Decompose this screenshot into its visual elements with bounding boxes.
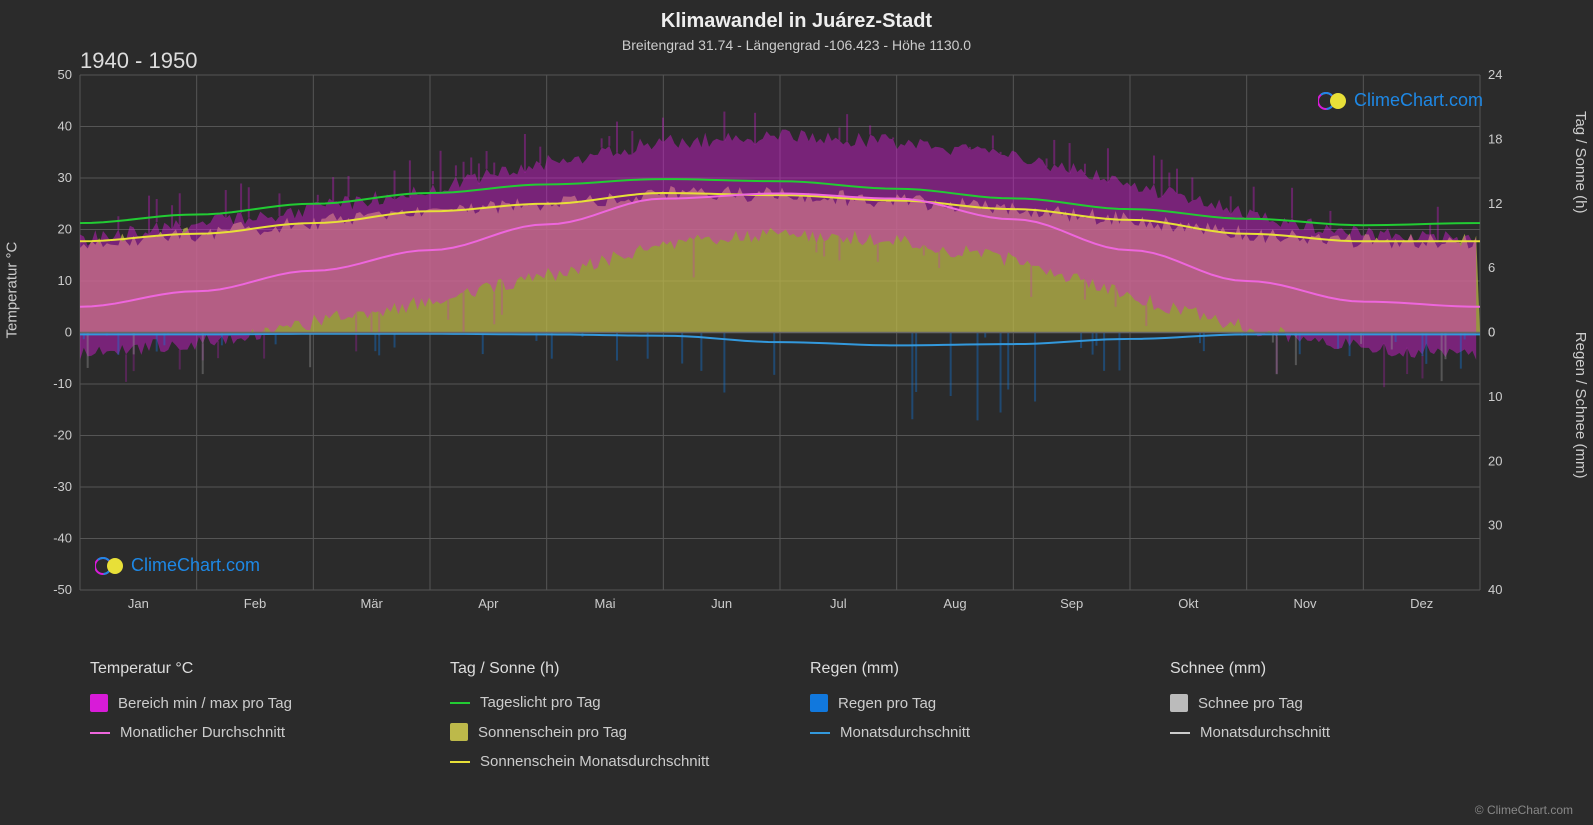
svg-text:Jun: Jun	[711, 596, 732, 611]
logo-icon	[95, 556, 125, 576]
svg-text:20: 20	[58, 222, 72, 237]
y-axis-right-bottom-label: Regen / Schnee (mm)	[1573, 332, 1590, 479]
svg-text:Apr: Apr	[478, 596, 499, 611]
svg-text:-50: -50	[53, 582, 72, 597]
legend-item: Sonnenschein Monatsdurchschnitt	[450, 753, 790, 770]
legend-header: Schnee (mm)	[1170, 660, 1510, 678]
svg-text:Dez: Dez	[1410, 596, 1433, 611]
y-axis-left-label: Temperatur °C	[4, 242, 21, 339]
swatch-icon	[1170, 694, 1188, 712]
legend-item: Schnee pro Tag	[1170, 694, 1510, 712]
legend-label: Monatsdurchschnitt	[1200, 724, 1330, 741]
svg-text:Mai: Mai	[595, 596, 616, 611]
swatch-icon	[1170, 732, 1190, 734]
legend-label: Sonnenschein pro Tag	[478, 724, 627, 741]
swatch-icon	[450, 723, 468, 741]
svg-text:Okt: Okt	[1178, 596, 1199, 611]
svg-text:20: 20	[1488, 453, 1502, 468]
legend-header: Tag / Sonne (h)	[450, 660, 790, 678]
svg-text:-40: -40	[53, 531, 72, 546]
brand-name: ClimeChart.com	[131, 555, 260, 576]
svg-text:0: 0	[1488, 325, 1495, 340]
legend-item: Tageslicht pro Tag	[450, 694, 790, 711]
svg-text:Aug: Aug	[943, 596, 966, 611]
swatch-icon	[450, 702, 470, 704]
swatch-icon	[810, 732, 830, 734]
swatch-icon	[90, 732, 110, 734]
logo-icon	[1318, 91, 1348, 111]
svg-text:24: 24	[1488, 67, 1502, 82]
svg-text:Feb: Feb	[244, 596, 266, 611]
brand-name: ClimeChart.com	[1354, 90, 1483, 111]
legend-header: Temperatur °C	[90, 660, 430, 678]
svg-text:18: 18	[1488, 131, 1502, 146]
chart-subtitle: Breitengrad 31.74 - Längengrad -106.423 …	[0, 33, 1593, 53]
swatch-icon	[450, 761, 470, 763]
chart-svg: -50-40-30-20-100102030405006121824010203…	[80, 75, 1480, 615]
svg-text:Nov: Nov	[1293, 596, 1317, 611]
svg-text:Jan: Jan	[128, 596, 149, 611]
svg-text:40: 40	[1488, 582, 1502, 597]
legend-label: Bereich min / max pro Tag	[118, 695, 292, 712]
legend-item: Monatlicher Durchschnitt	[90, 724, 430, 741]
svg-text:Mär: Mär	[360, 596, 383, 611]
svg-text:50: 50	[58, 67, 72, 82]
copyright-text: © ClimeChart.com	[1475, 803, 1573, 817]
svg-text:-20: -20	[53, 428, 72, 443]
svg-text:30: 30	[58, 170, 72, 185]
legend-item: Monatsdurchschnitt	[810, 724, 1150, 741]
svg-text:40: 40	[58, 119, 72, 134]
legend-col-snow: Schnee (mm) Schnee pro Tag Monatsdurchsc…	[1170, 660, 1510, 770]
brand-logo-bottom: ClimeChart.com	[95, 555, 260, 576]
legend-item: Bereich min / max pro Tag	[90, 694, 430, 712]
legend-col-sun: Tag / Sonne (h) Tageslicht pro Tag Sonne…	[450, 660, 790, 770]
svg-text:12: 12	[1488, 196, 1502, 211]
legend-label: Schnee pro Tag	[1198, 695, 1303, 712]
svg-text:0: 0	[65, 325, 72, 340]
legend-label: Regen pro Tag	[838, 695, 936, 712]
svg-text:10: 10	[58, 273, 72, 288]
legend-item: Monatsdurchschnitt	[1170, 724, 1510, 741]
chart-title: Klimawandel in Juárez-Stadt	[0, 0, 1593, 33]
legend: Temperatur °C Bereich min / max pro Tag …	[90, 660, 1510, 770]
swatch-icon	[90, 694, 108, 712]
legend-label: Monatlicher Durchschnitt	[120, 724, 285, 741]
legend-label: Sonnenschein Monatsdurchschnitt	[480, 753, 709, 770]
svg-text:-30: -30	[53, 479, 72, 494]
year-range-label: 1940 - 1950	[80, 48, 197, 74]
legend-item: Sonnenschein pro Tag	[450, 723, 790, 741]
legend-col-temp: Temperatur °C Bereich min / max pro Tag …	[90, 660, 430, 770]
svg-text:10: 10	[1488, 389, 1502, 404]
swatch-icon	[810, 694, 828, 712]
svg-text:30: 30	[1488, 518, 1502, 533]
svg-text:6: 6	[1488, 260, 1495, 275]
y-axis-right-top-label: Tag / Sonne (h)	[1573, 111, 1590, 214]
brand-logo-top: ClimeChart.com	[1318, 90, 1483, 111]
legend-item: Regen pro Tag	[810, 694, 1150, 712]
svg-text:-10: -10	[53, 376, 72, 391]
legend-label: Tageslicht pro Tag	[480, 694, 601, 711]
chart-plot-area: -50-40-30-20-100102030405006121824010203…	[80, 75, 1480, 615]
legend-header: Regen (mm)	[810, 660, 1150, 678]
legend-col-rain: Regen (mm) Regen pro Tag Monatsdurchschn…	[810, 660, 1150, 770]
svg-text:Jul: Jul	[830, 596, 847, 611]
svg-text:Sep: Sep	[1060, 596, 1083, 611]
legend-label: Monatsdurchschnitt	[840, 724, 970, 741]
